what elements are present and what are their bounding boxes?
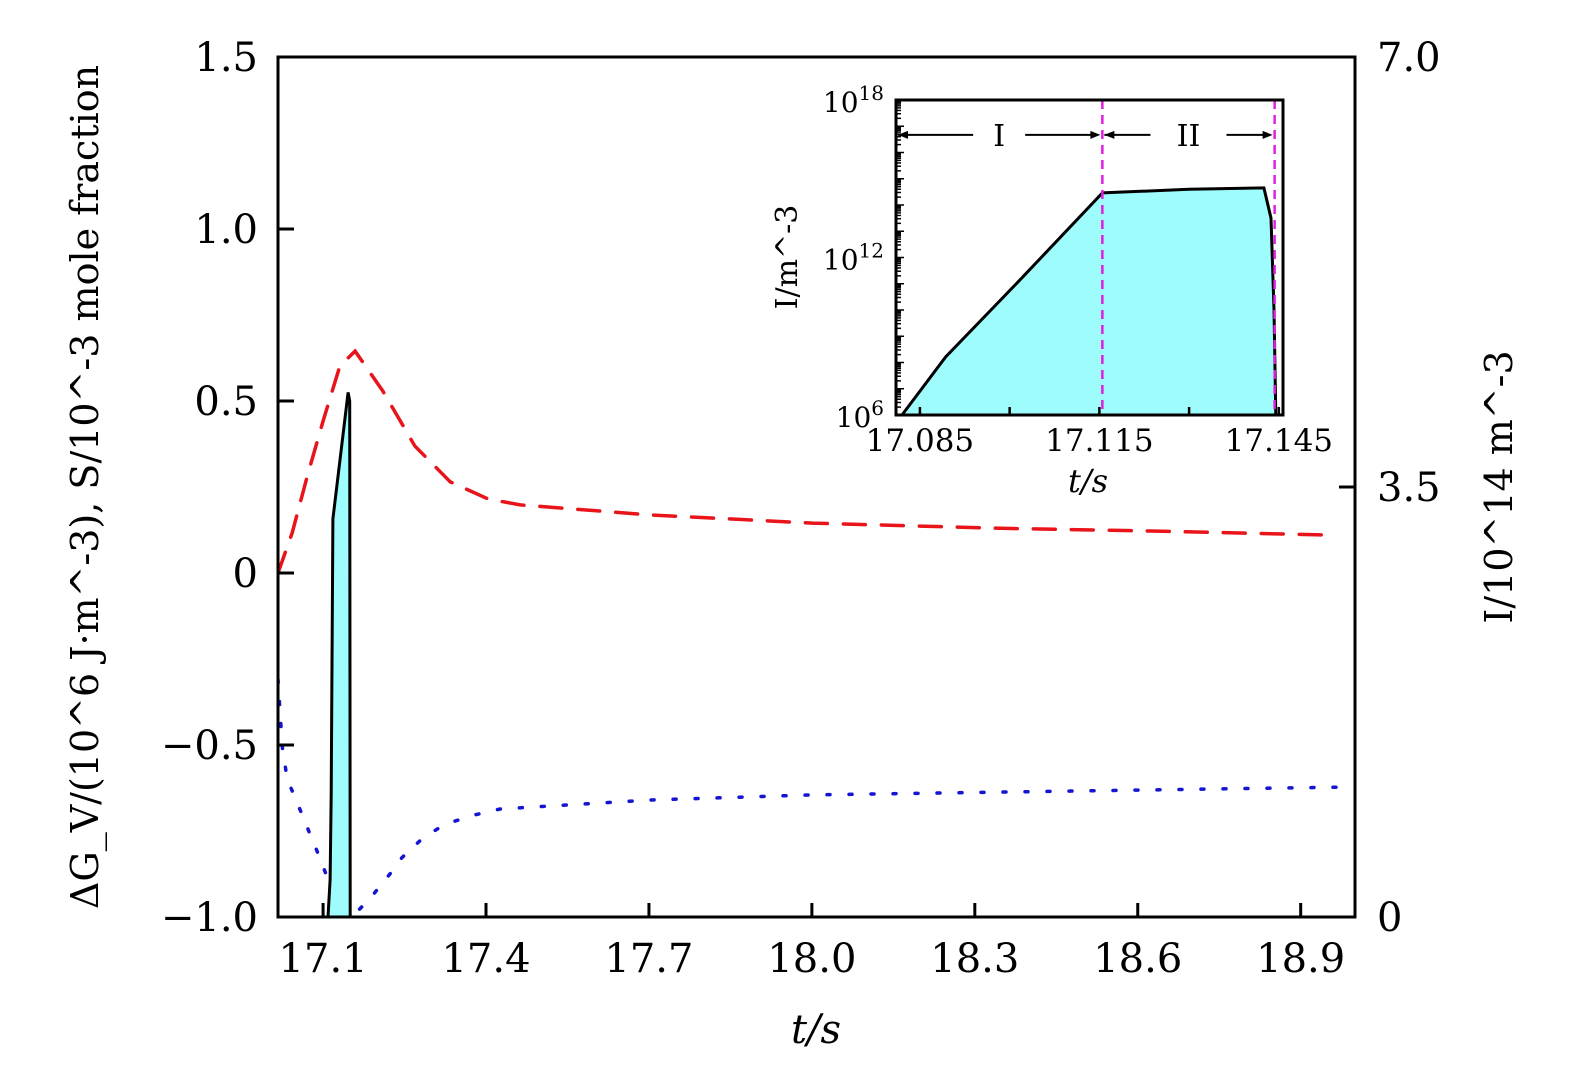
inset-rate-fill xyxy=(902,187,1276,415)
x-tick-label: 18.6 xyxy=(1093,936,1182,982)
y-left-tick-label: −0.5 xyxy=(161,723,258,769)
x-tick-label: 18.3 xyxy=(930,936,1019,982)
main-axes-ticks: 17.1 17.4 17.7 18.0 18.3 18.6 18.9 1.5 1.0 0.5 0 −0… xyxy=(161,35,1441,982)
supersaturation-dashed-line xyxy=(278,348,1338,575)
y-left-tick-label: 0.5 xyxy=(194,379,258,425)
y-left-axis-label: ΔG_V/(10^6 J·m^-3), S/10^-3 mole fractio… xyxy=(63,65,108,909)
inset-y-tick-label: 1012 xyxy=(823,239,884,277)
arrow-head-icon xyxy=(1104,130,1115,139)
y-right-tick-label: 7.0 xyxy=(1377,35,1441,81)
arrow-head-icon xyxy=(1262,130,1273,139)
inset-rate-line xyxy=(900,186,1278,416)
inset-y-axis-label: I/m^-3 xyxy=(770,205,805,310)
region-label: II xyxy=(1177,119,1201,154)
inset-x-tick-label: 17.115 xyxy=(1045,423,1153,459)
inset-x-tick-label: 17.145 xyxy=(1225,423,1333,459)
driving-force-dotted-line xyxy=(278,677,1352,917)
x-tick-label: 17.7 xyxy=(604,936,693,982)
x-axis-label: t/s xyxy=(791,1007,841,1053)
y-right-axis-label: I/10^14 m^-3 xyxy=(1477,350,1521,623)
y-left-tick-label: −1.0 xyxy=(161,895,258,941)
x-tick-label: 17.4 xyxy=(441,936,530,982)
inset-marks: I II xyxy=(898,100,1278,416)
region-label: I xyxy=(993,119,1005,154)
x-tick-label: 17.1 xyxy=(279,936,368,982)
nucleation-rate-line xyxy=(326,392,352,917)
y-right-tick-label: 3.5 xyxy=(1377,465,1441,511)
arrow-head-icon xyxy=(1090,130,1101,139)
y-right-tick-label: 0 xyxy=(1377,895,1402,941)
main-plot-marks xyxy=(278,348,1352,917)
y-left-tick-label: 1.0 xyxy=(194,207,258,253)
inset-y-tick-label: 1018 xyxy=(823,81,884,119)
inset-ticks: 17.085 17.115 17.145 1018 1012 106 xyxy=(823,81,1333,459)
y-left-tick-label: 1.5 xyxy=(194,35,258,81)
x-tick-label: 18.0 xyxy=(767,936,856,982)
inset-x-axis-label: t/s xyxy=(1068,462,1108,500)
arrow-head-icon xyxy=(898,130,908,139)
y-left-tick-label: 0 xyxy=(233,551,258,597)
inset-x-tick-label: 17.085 xyxy=(866,423,974,459)
inset-y-tick-label: 106 xyxy=(836,396,884,434)
x-tick-label: 18.9 xyxy=(1256,936,1345,982)
